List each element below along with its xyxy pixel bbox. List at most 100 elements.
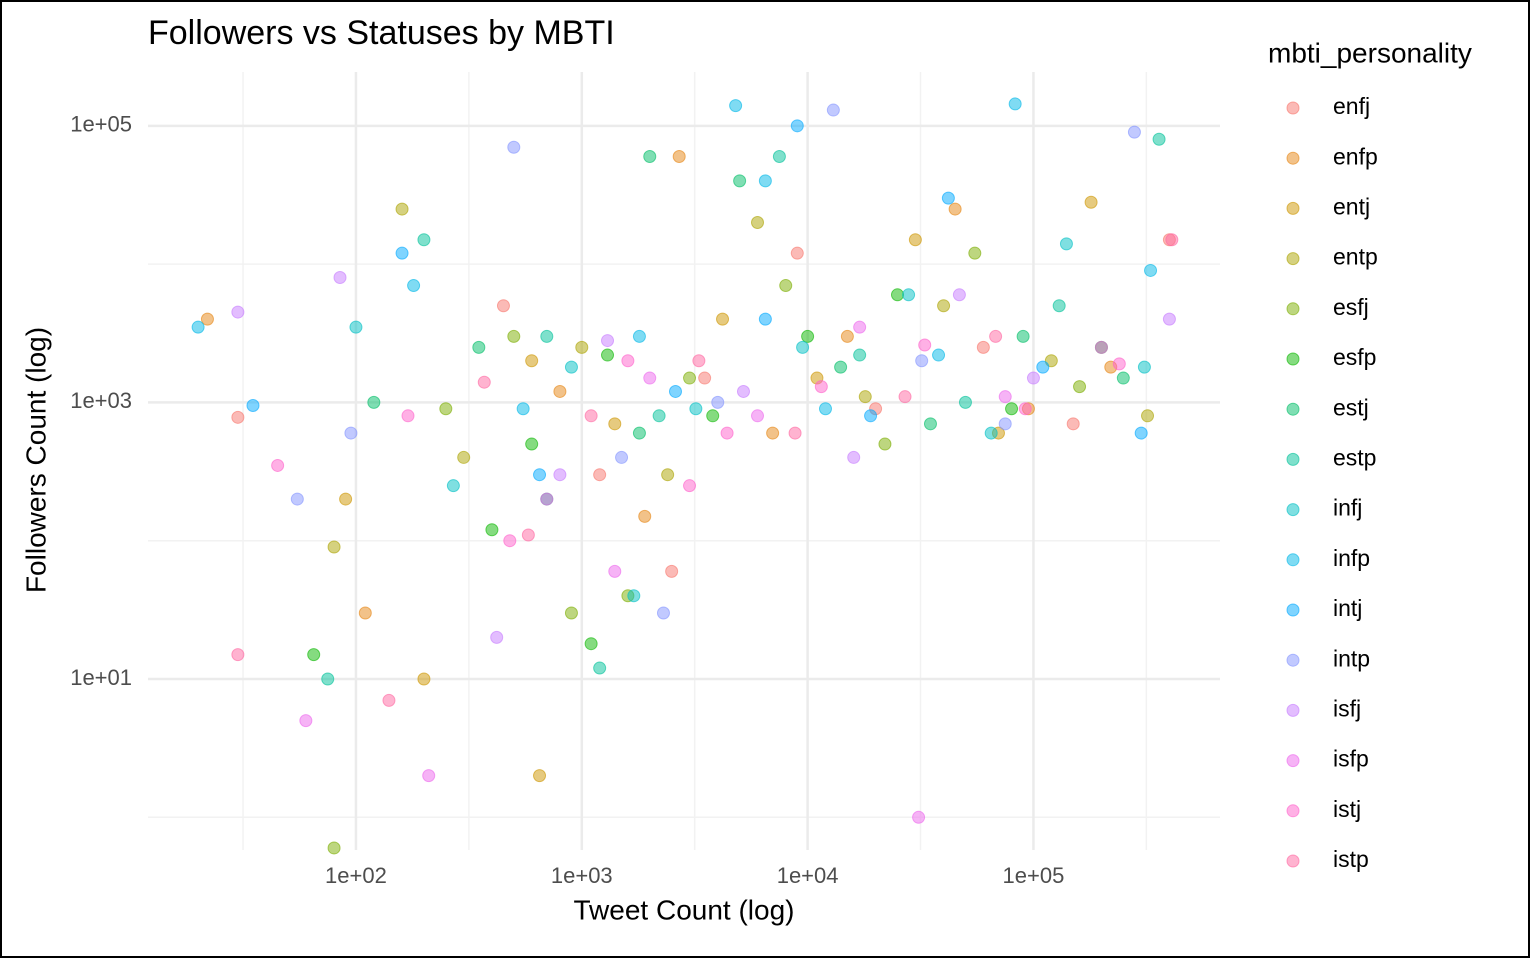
point bbox=[1141, 409, 1155, 423]
point bbox=[801, 329, 815, 343]
point bbox=[668, 384, 682, 398]
legend-label: estp bbox=[1333, 444, 1376, 470]
point bbox=[733, 174, 747, 188]
legend-label: entp bbox=[1333, 244, 1378, 270]
point bbox=[584, 409, 598, 423]
legend-marker bbox=[1286, 201, 1300, 215]
point bbox=[716, 312, 730, 326]
point bbox=[661, 468, 675, 482]
point bbox=[840, 329, 854, 343]
point bbox=[858, 390, 872, 404]
grid bbox=[148, 72, 1220, 850]
point bbox=[367, 395, 381, 409]
legend-label: isfj bbox=[1333, 695, 1361, 721]
legend-marker bbox=[1286, 653, 1300, 667]
point bbox=[958, 395, 972, 409]
point bbox=[401, 409, 415, 423]
x-axis-label: Tweet Count (log) bbox=[574, 894, 795, 925]
point bbox=[853, 320, 867, 334]
point bbox=[621, 354, 635, 368]
point bbox=[307, 648, 321, 662]
point bbox=[1137, 360, 1151, 374]
y-tick-label: 1e+03 bbox=[70, 388, 132, 413]
legend-label: infj bbox=[1333, 495, 1362, 521]
point bbox=[638, 509, 652, 523]
point bbox=[796, 340, 810, 354]
point bbox=[902, 288, 916, 302]
legend-marker bbox=[1286, 252, 1300, 266]
legend-marker bbox=[1286, 804, 1300, 818]
x-tick-label: 1e+02 bbox=[325, 863, 387, 888]
point bbox=[627, 589, 641, 603]
point bbox=[643, 371, 657, 385]
point bbox=[525, 437, 539, 451]
x-tick-label: 1e+04 bbox=[777, 863, 839, 888]
point bbox=[989, 329, 1003, 343]
legend-label: isfp bbox=[1333, 746, 1369, 772]
point bbox=[490, 630, 504, 644]
point bbox=[834, 360, 848, 374]
point bbox=[1112, 357, 1126, 371]
point bbox=[601, 334, 615, 348]
legend-label: enfj bbox=[1333, 93, 1370, 119]
legend-marker bbox=[1286, 302, 1300, 316]
legend-label: istj bbox=[1333, 796, 1361, 822]
point bbox=[564, 606, 578, 620]
point bbox=[790, 246, 804, 260]
point bbox=[788, 426, 802, 440]
legend-marker bbox=[1286, 452, 1300, 466]
point bbox=[290, 492, 304, 506]
point bbox=[751, 409, 765, 423]
point bbox=[299, 714, 313, 728]
point bbox=[1116, 371, 1130, 385]
point bbox=[477, 375, 491, 389]
point bbox=[826, 103, 840, 117]
point bbox=[507, 329, 521, 343]
point bbox=[853, 348, 867, 362]
point bbox=[751, 215, 765, 229]
legend-label: enfp bbox=[1333, 143, 1378, 169]
point bbox=[998, 417, 1012, 431]
point bbox=[878, 437, 892, 451]
point bbox=[1094, 340, 1108, 354]
point bbox=[521, 528, 535, 542]
point bbox=[485, 523, 499, 537]
point bbox=[976, 340, 990, 354]
point bbox=[593, 468, 607, 482]
point bbox=[358, 606, 372, 620]
point bbox=[1066, 417, 1080, 431]
point bbox=[706, 409, 720, 423]
point bbox=[923, 417, 937, 431]
point bbox=[818, 402, 832, 416]
point bbox=[1005, 402, 1019, 416]
point bbox=[908, 233, 922, 247]
point bbox=[766, 426, 780, 440]
point bbox=[689, 402, 703, 416]
point bbox=[864, 409, 878, 423]
point bbox=[890, 288, 904, 302]
point bbox=[439, 402, 453, 416]
point bbox=[271, 458, 285, 472]
point bbox=[632, 329, 646, 343]
legend-label: intj bbox=[1333, 595, 1362, 621]
point bbox=[952, 288, 966, 302]
point bbox=[231, 305, 245, 319]
point bbox=[1152, 132, 1166, 146]
legend-marker bbox=[1286, 352, 1300, 366]
point bbox=[937, 299, 951, 313]
point bbox=[1016, 329, 1030, 343]
legend-label: estj bbox=[1333, 394, 1369, 420]
legend-marker bbox=[1286, 854, 1300, 868]
point bbox=[729, 99, 743, 113]
point bbox=[503, 534, 517, 548]
point bbox=[344, 426, 358, 440]
point bbox=[1036, 360, 1050, 374]
point bbox=[327, 540, 341, 554]
legend-label: istp bbox=[1333, 846, 1369, 872]
point bbox=[540, 492, 554, 506]
legend-marker bbox=[1286, 553, 1300, 567]
y-tick-label: 1e+05 bbox=[70, 112, 132, 137]
legend-marker bbox=[1286, 503, 1300, 517]
point bbox=[339, 492, 353, 506]
point bbox=[417, 233, 431, 247]
